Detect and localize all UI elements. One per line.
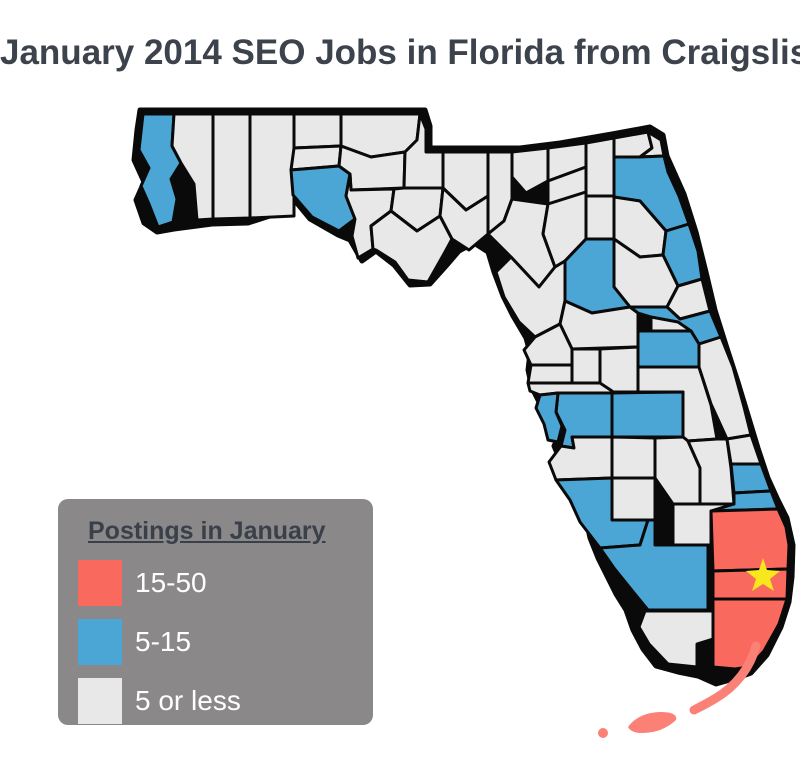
page-title: January 2014 SEO Jobs in Florida from Cr… bbox=[0, 33, 800, 72]
legend-label-5-or-less: 5 or less bbox=[135, 685, 241, 716]
county-layer bbox=[137, 112, 791, 671]
county-polk bbox=[610, 390, 685, 439]
county-holmes bbox=[292, 112, 343, 150]
keys-small-island bbox=[598, 728, 608, 738]
county-franklin bbox=[369, 209, 454, 284]
florida-keys bbox=[598, 641, 761, 738]
keys-middle-island bbox=[628, 712, 677, 733]
county-sumter bbox=[570, 347, 602, 385]
county-bradford-union bbox=[584, 194, 616, 241]
county-hardee bbox=[610, 435, 657, 480]
county-miami-dade bbox=[711, 597, 789, 671]
legend-label-5-15: 5-15 bbox=[135, 626, 192, 657]
legend-swatch-5-or-less bbox=[78, 678, 122, 724]
legend-swatch-15-50 bbox=[78, 560, 122, 606]
county-hernando bbox=[526, 363, 574, 385]
keys-upper-arc bbox=[689, 641, 761, 715]
county-walton bbox=[248, 112, 296, 220]
county-collier bbox=[637, 609, 715, 669]
legend-item-15-50: 15-50 bbox=[78, 560, 373, 606]
county-madison bbox=[510, 146, 550, 195]
county-columbia bbox=[584, 136, 616, 198]
legend-title: Postings in January bbox=[88, 517, 326, 545]
star-marker bbox=[746, 558, 780, 591]
legend-label-15-50: 15-50 bbox=[135, 567, 207, 598]
legend-item-5-15: 5-15 bbox=[78, 619, 373, 665]
county-orange bbox=[636, 329, 701, 369]
county-okaloosa bbox=[211, 112, 252, 221]
county-desoto bbox=[610, 476, 657, 522]
legend-item-5-or-less: 5 or less bbox=[78, 678, 373, 724]
legend-swatch-5-15 bbox=[78, 619, 122, 665]
legend: Postings in January 15-50 5-15 5 or less bbox=[58, 499, 373, 725]
county-palm-beach bbox=[709, 507, 791, 573]
county-pinellas bbox=[534, 391, 564, 444]
county-wakulla bbox=[438, 186, 490, 252]
